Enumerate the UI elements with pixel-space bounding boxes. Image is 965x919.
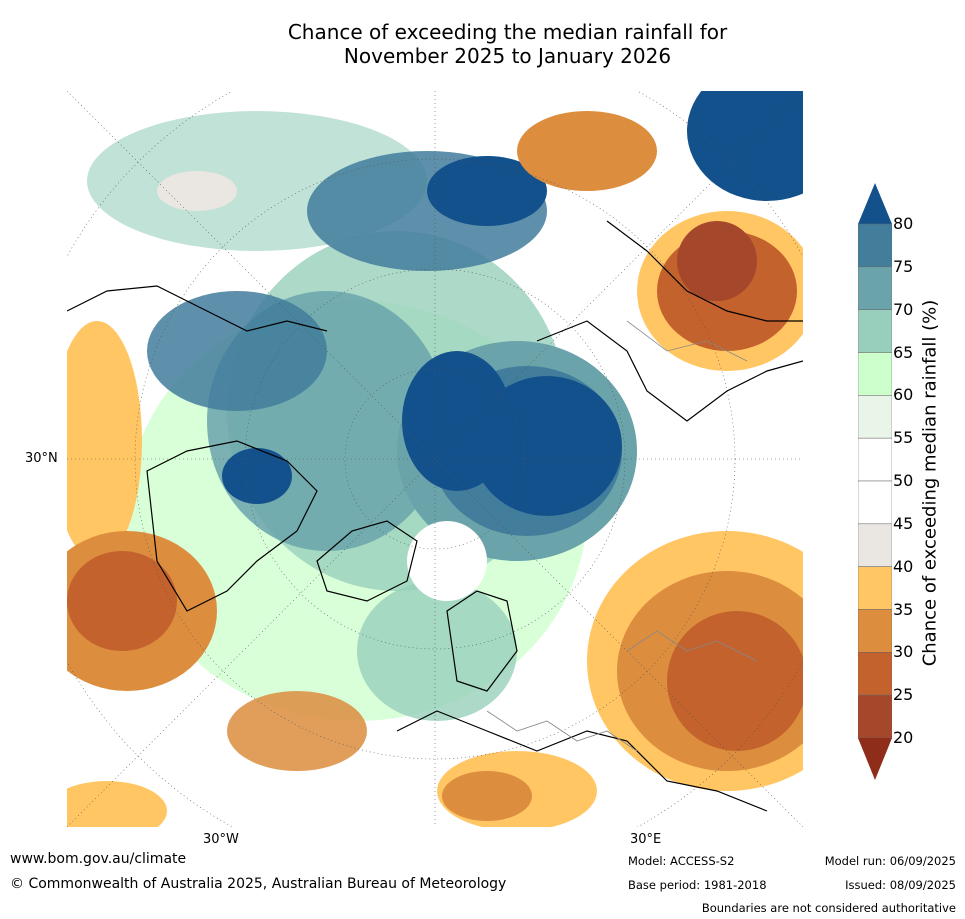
colorbar-tick-75: 75 (893, 256, 914, 276)
colorbar-band-8 (858, 566, 892, 610)
asia-pacific-coast (606, 220, 803, 322)
colorbar-tick-55: 55 (893, 428, 914, 448)
colorbar-band-6 (858, 480, 892, 525)
colorbar-tick-20: 20 (893, 728, 914, 747)
scandinavia-coast (446, 590, 518, 692)
colorbar-tick-70: 70 (893, 299, 914, 319)
lat-circle-75 (344, 368, 526, 550)
colorbar-tick-80: 80 (893, 214, 914, 233)
colorbar-band-3 (858, 352, 892, 396)
region-scandinavia-teal (357, 581, 517, 721)
siberia-coast (536, 320, 803, 422)
region-pacific-core (427, 156, 547, 226)
colorbar-tick-50: 50 (893, 471, 914, 490)
colorbar-arrow-top (858, 183, 892, 224)
map-canvas (67, 91, 803, 827)
probability-fields (67, 91, 803, 827)
colorbar-band-11 (858, 694, 892, 739)
colorbar-band-5 (858, 437, 892, 482)
colorbar-tick-30: 30 (893, 642, 914, 662)
colorbar-tick-45: 45 (893, 513, 914, 533)
greenland-coast (316, 520, 418, 602)
border-asia-2 (626, 320, 748, 362)
colorbar-tick-60: 60 (893, 385, 914, 405)
colorbar-band-10 (858, 652, 892, 696)
colorbar-band-9 (858, 609, 892, 653)
chart-title: Chance of exceeding the median rainfall … (0, 20, 965, 68)
meridian-diag2 (67, 91, 803, 827)
north-america-coast (146, 440, 318, 612)
region-west-dry (67, 321, 142, 561)
region-north-dry (517, 111, 657, 191)
colorbar-tick-40: 40 (893, 556, 914, 576)
colorbar-tick-25: 25 (893, 685, 914, 705)
region-atlantic-dry (227, 691, 367, 771)
graticule (67, 91, 803, 827)
region-ne-corner (687, 91, 803, 201)
footer-disclaimer: Boundaries are not considered authoritat… (701, 901, 956, 915)
region-canada-mid (147, 291, 327, 411)
footer-model-run: Model run: 06/09/2025 (824, 854, 956, 868)
coastlines (67, 220, 803, 812)
region-greenland-neutral (407, 521, 487, 601)
region-eastasia-driest (677, 221, 757, 301)
title-line-1: Chance of exceeding the median rainfall … (287, 20, 728, 44)
lon-label-30e: 30°E (630, 832, 662, 847)
alaska-coast (67, 285, 328, 332)
colorbar-title: Chance of exceeding median rainfall (%) (919, 299, 941, 667)
colorbar-band-7 (858, 523, 892, 567)
border-asia-1 (626, 630, 758, 662)
lon-label-30w: 30°W (203, 832, 239, 847)
region-canada-core (222, 448, 292, 504)
lat-circle-60 (244, 268, 626, 650)
region-neutral-1 (157, 171, 237, 211)
region-sw-drier (67, 551, 177, 651)
colorbar-band-2 (858, 309, 892, 353)
colorbar-bands (858, 223, 892, 739)
colorbar (858, 183, 892, 780)
footer-website: www.bom.gov.au/climate (10, 851, 187, 867)
colorbar-tick-35: 35 (893, 599, 914, 619)
region-arctic-core (402, 351, 512, 491)
region-asia-driest (667, 611, 803, 751)
lat-label-30n: 30°N (25, 451, 58, 466)
rainfall-map (67, 91, 803, 827)
borders (486, 320, 758, 752)
colorbar-band-4 (858, 395, 892, 439)
colorbar-arrow-bottom (858, 738, 892, 780)
title-line-2: November 2025 to January 2026 (343, 44, 672, 68)
footer-copyright: © Commonwealth of Australia 2025, Austra… (10, 876, 507, 892)
europe-coast (396, 710, 768, 812)
footer-model: Model: ACCESS-S2 (628, 854, 735, 868)
border-europe-1 (486, 710, 638, 752)
colorbar-band-1 (858, 266, 892, 310)
region-med-drier (442, 771, 532, 821)
footer-base-period: Base period: 1981-2018 (628, 878, 767, 892)
colorbar-band-0 (858, 223, 892, 268)
colorbar-tick-65: 65 (893, 342, 914, 362)
region-sw-corner-dry (67, 781, 167, 827)
footer-issued: Issued: 08/09/2025 (845, 878, 956, 892)
